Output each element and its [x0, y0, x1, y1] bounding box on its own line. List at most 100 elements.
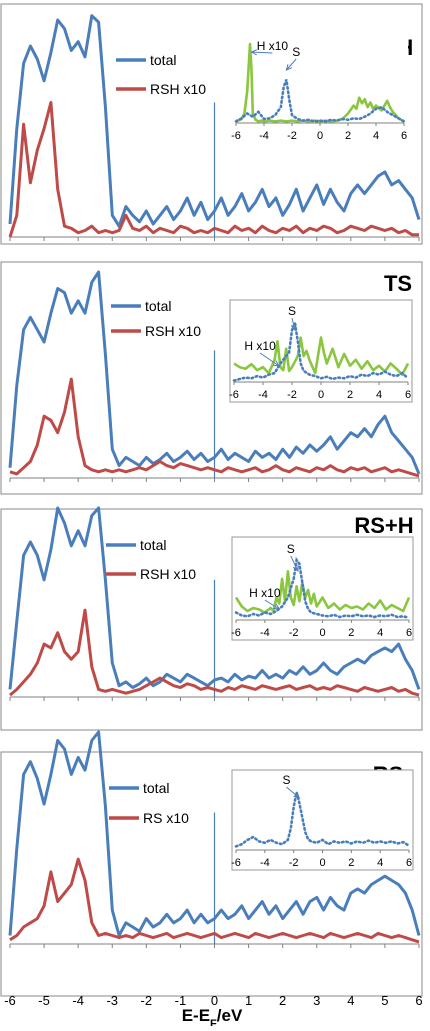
inset-chart: -6 -4 -2 0 2 4 6 H x10 S [229, 299, 413, 403]
legend-label-partial: RSH x10 [145, 323, 201, 339]
series-partial-line [9, 377, 420, 478]
inset-tick-label: -2 [289, 857, 299, 869]
series-partial-line [9, 857, 420, 944]
inset-h-line [233, 336, 410, 376]
inset-annotation: H x10 [257, 39, 289, 53]
inset-tick-label: 6 [405, 389, 411, 401]
panel-label: RS+H [354, 513, 413, 538]
x-tick-label: -1 [175, 993, 187, 1008]
inset-tick-label: -2 [287, 389, 297, 401]
annotation-arrowhead [272, 360, 280, 367]
legend-label-partial: RSH x10 [150, 81, 206, 97]
inset-s-dotted-line [232, 317, 410, 382]
inset-chart: -6 -4 -2 0 2 4 6 S [231, 769, 414, 871]
x-tick-label: 5 [381, 993, 388, 1008]
x-tick-label: -4 [72, 993, 84, 1008]
x-tick-label: -3 [106, 993, 118, 1008]
inset-s-dotted-line [234, 79, 406, 123]
inset-frame [231, 769, 414, 871]
panel-2: total RSH x10 TS -6 -4 -2 0 2 4 6 H x10 S [0, 261, 423, 495]
x-tick-label: 0 [211, 993, 218, 1008]
inset-tick-label: -6 [229, 389, 239, 401]
inset-tick-label: 2 [348, 627, 354, 639]
annotation-arrow [259, 352, 280, 367]
inset-tick-label: 4 [376, 389, 382, 401]
annotation-arrow [286, 786, 300, 799]
inset-tick-label: -2 [289, 627, 299, 639]
x-tick-label: 4 [347, 993, 354, 1008]
legend-label-total: total [143, 780, 169, 796]
inset-tick-label: 4 [377, 627, 383, 639]
annotation-arrowhead [250, 49, 258, 56]
legend-label-total: total [145, 298, 171, 314]
legend-label-total: total [150, 52, 176, 68]
x-tick-label: -5 [38, 993, 50, 1008]
x-axis-label: E-EF/eV [182, 1006, 243, 1026]
inset-chart: -6 -4 -2 0 2 4 6 H x10 S [231, 536, 414, 641]
inset-s-dotted-line [234, 792, 411, 848]
annotation-arrow [264, 599, 280, 610]
annotation-arrowhead [273, 603, 281, 610]
inset-tick-label: 2 [345, 130, 351, 142]
inset-tick-label: 4 [377, 857, 383, 869]
annotation-arrowhead [293, 792, 301, 799]
annotation-arrow [286, 58, 297, 71]
inset-tick-label: 6 [406, 857, 412, 869]
bottom-x-axis: -6 -5 -4 -3 -2 -1 0 1 2 3 4 5 6 [4, 993, 422, 1008]
inset-annotation: S [282, 773, 290, 787]
inset-tick-label: -4 [260, 627, 270, 639]
x-axis-label-main: E-E [182, 1006, 210, 1025]
x-tick-label: 2 [279, 993, 286, 1008]
legend-label-partial: RS x10 [143, 810, 189, 826]
inset-h-line [234, 570, 411, 614]
annotation-arrowhead [292, 565, 299, 573]
x-tick-label: 3 [313, 993, 320, 1008]
inset-tick-label: 0 [317, 130, 323, 142]
inset-tick-label: -4 [258, 389, 268, 401]
inset-tick-label: -4 [260, 857, 270, 869]
x-axis-label-subscript: F [210, 1018, 217, 1026]
x-axis-label-unit: /eV [217, 1006, 243, 1025]
annotation-arrow [291, 317, 296, 331]
annotation-arrow [251, 51, 273, 54]
x-tick-label: 1 [245, 993, 252, 1008]
inset-tick-label: -2 [287, 130, 297, 142]
inset-tick-label: 0 [319, 857, 325, 869]
series-total-line [8, 506, 421, 690]
inset-annotation: S [292, 45, 300, 59]
series-total-line [8, 14, 421, 228]
inset-annotation: H x10 [244, 339, 276, 353]
inset-tick-label: 4 [373, 130, 379, 142]
series-total-line [8, 270, 421, 475]
inset-tick-label: 0 [319, 627, 325, 639]
series-total-line [8, 730, 421, 937]
inset-annotation: H x10 [249, 586, 281, 600]
inset-tick-label: 6 [406, 627, 412, 639]
inset-tick-label: -6 [231, 857, 241, 869]
inset-tick-label: -4 [259, 130, 269, 142]
inset-tick-label: 6 [401, 130, 407, 142]
panel-label: TS [384, 271, 412, 296]
legend-label-total: total [140, 537, 166, 553]
series-partial-line [9, 608, 420, 697]
series-partial-line [8, 101, 419, 238]
inset-annotation: S [288, 304, 296, 318]
inset-tick-label: 2 [347, 389, 353, 401]
x-tick-label: -6 [4, 993, 16, 1008]
inset-tick-label: 2 [348, 857, 354, 869]
inset-tick-label: -6 [231, 627, 241, 639]
inset-annotation: S [287, 542, 295, 556]
inset-tick-label: 0 [318, 389, 324, 401]
panel-3: total RSH x10 RS+H -6 -4 -2 0 2 4 6 H x10 S [0, 506, 423, 731]
x-tick-label: -2 [141, 993, 153, 1008]
annotation-arrow [290, 555, 299, 572]
inset-s-dotted-line [234, 556, 411, 620]
legend-label-partial: RSH x10 [140, 566, 196, 582]
annotation-arrowhead [290, 323, 297, 332]
